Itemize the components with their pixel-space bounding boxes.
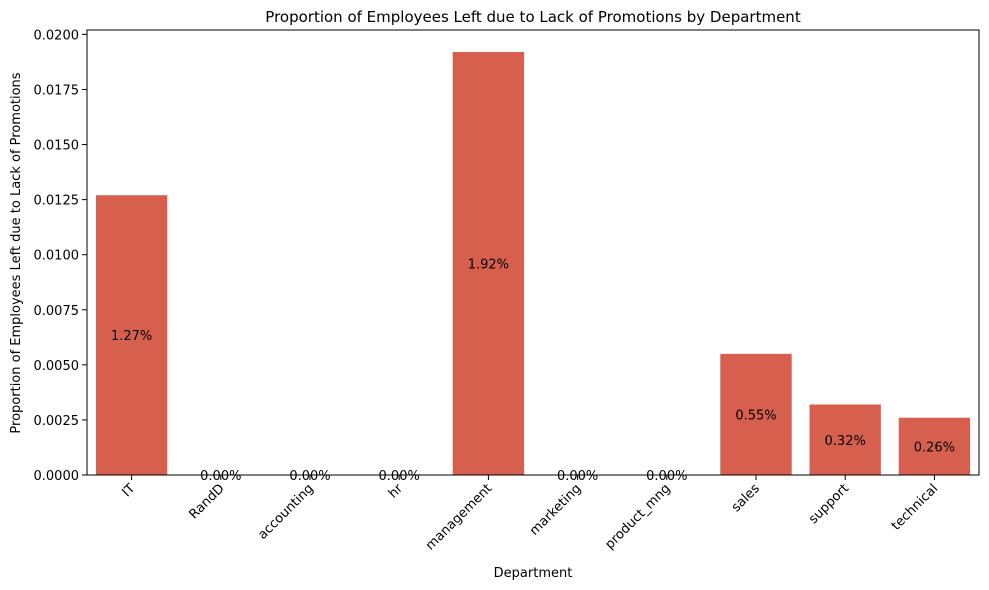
- bars-layer: [95, 52, 971, 476]
- bar-support: [809, 404, 881, 475]
- bar-technical: [898, 417, 971, 475]
- bar-label-management: 1.92%: [468, 258, 509, 273]
- bar-management: [452, 52, 525, 476]
- x-tick-label: support: [806, 481, 852, 527]
- x-axis: IT RandD accounting hr management marketing pr…: [119, 475, 941, 553]
- x-tick-label: sales: [729, 481, 763, 515]
- x-tick-label: RandD: [186, 481, 227, 522]
- x-tick-label: marketing: [527, 481, 584, 538]
- y-tick-label: 0.0050: [34, 359, 80, 374]
- y-tick-label: 0.0125: [34, 194, 80, 209]
- chart-title: Proportion of Employees Left due to Lack…: [265, 8, 801, 26]
- x-tick-label: management: [423, 481, 495, 553]
- y-axis-title: Proportion of Employees Left due to Lack…: [9, 72, 24, 433]
- y-tick-label: 0.0200: [34, 28, 80, 43]
- x-tick-label: product_mng: [602, 481, 673, 552]
- y-tick-label: 0.0075: [34, 304, 80, 319]
- x-tick-label: accounting: [255, 481, 316, 542]
- y-axis: 0.0000 0.0025 0.0050 0.0075 0.0100 0.0125 0.01…: [34, 28, 87, 484]
- bar-label-technical: 0.26%: [914, 440, 955, 455]
- y-tick-label: 0.0000: [34, 469, 80, 484]
- bar-IT: [95, 195, 168, 475]
- y-tick-label: 0.0150: [34, 139, 80, 154]
- y-tick-label: 0.0025: [34, 414, 80, 429]
- y-tick-label: 0.0100: [34, 249, 80, 264]
- bar-label-sales: 0.55%: [735, 408, 776, 423]
- bar-labels-layer: 1.27%0.00% 0.00% 0.00%1.92%0.00% 0.00%0.55%…: [111, 258, 955, 484]
- bar-label-IT: 1.27%: [111, 329, 152, 344]
- bar-label-support: 0.32%: [825, 434, 866, 449]
- x-tick-label: IT: [119, 481, 138, 500]
- x-tick-label: technical: [889, 481, 941, 533]
- y-tick-label: 0.0175: [34, 83, 80, 98]
- x-axis-title: Department: [494, 566, 573, 581]
- plot-frame: [86, 29, 980, 476]
- bar-sales: [720, 353, 792, 475]
